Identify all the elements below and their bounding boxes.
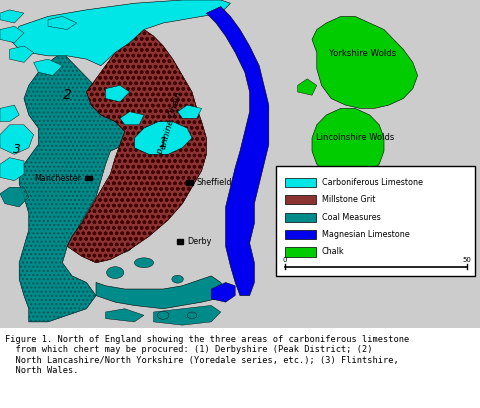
Polygon shape bbox=[178, 105, 202, 118]
Polygon shape bbox=[0, 187, 29, 207]
Text: Derby: Derby bbox=[187, 237, 212, 246]
Polygon shape bbox=[10, 46, 34, 62]
Circle shape bbox=[157, 311, 169, 319]
Circle shape bbox=[107, 267, 124, 279]
Polygon shape bbox=[206, 7, 269, 295]
Text: Pennine Chain: Pennine Chain bbox=[157, 91, 184, 155]
Polygon shape bbox=[298, 79, 317, 95]
Polygon shape bbox=[0, 125, 34, 154]
Polygon shape bbox=[134, 122, 192, 154]
Text: 0: 0 bbox=[282, 257, 287, 263]
Text: Yorkshire Wolds: Yorkshire Wolds bbox=[329, 49, 396, 58]
Text: Sheffield: Sheffield bbox=[197, 178, 232, 187]
Ellipse shape bbox=[125, 218, 144, 228]
Polygon shape bbox=[0, 105, 19, 122]
Text: Chalk: Chalk bbox=[322, 247, 344, 256]
Text: 50: 50 bbox=[462, 257, 471, 263]
Circle shape bbox=[187, 312, 197, 319]
Text: 2: 2 bbox=[63, 88, 72, 102]
Polygon shape bbox=[154, 306, 221, 325]
Polygon shape bbox=[106, 85, 130, 102]
Bar bbox=[285, 230, 316, 239]
Text: Magnesian Limestone: Magnesian Limestone bbox=[322, 230, 409, 239]
Polygon shape bbox=[312, 109, 384, 181]
Polygon shape bbox=[34, 59, 62, 75]
Polygon shape bbox=[96, 276, 226, 309]
Polygon shape bbox=[0, 26, 24, 43]
Ellipse shape bbox=[134, 258, 154, 268]
Polygon shape bbox=[0, 10, 24, 23]
Circle shape bbox=[172, 275, 183, 283]
Text: 1: 1 bbox=[159, 136, 168, 150]
Polygon shape bbox=[10, 0, 230, 66]
Polygon shape bbox=[67, 29, 206, 263]
Polygon shape bbox=[120, 112, 144, 125]
Bar bbox=[276, 166, 475, 276]
Bar bbox=[285, 213, 316, 222]
Polygon shape bbox=[211, 282, 235, 302]
Text: Lincolnshire Wolds: Lincolnshire Wolds bbox=[316, 133, 395, 142]
Text: 3: 3 bbox=[13, 143, 21, 156]
Bar bbox=[285, 247, 316, 257]
Text: Millstone Grit: Millstone Grit bbox=[322, 195, 375, 204]
Text: Coal Measures: Coal Measures bbox=[322, 213, 380, 222]
Polygon shape bbox=[0, 157, 24, 181]
Text: Figure 1. North of England showing the three areas of carboniferous limestone
  : Figure 1. North of England showing the t… bbox=[5, 335, 409, 375]
Polygon shape bbox=[19, 53, 154, 322]
Polygon shape bbox=[312, 16, 418, 109]
Bar bbox=[285, 195, 316, 204]
Polygon shape bbox=[48, 16, 77, 29]
Bar bbox=[186, 180, 193, 184]
Text: Manchester: Manchester bbox=[35, 173, 82, 182]
Bar bbox=[177, 239, 183, 244]
Polygon shape bbox=[106, 309, 144, 322]
Text: Carboniferous Limestone: Carboniferous Limestone bbox=[322, 178, 422, 187]
Ellipse shape bbox=[108, 240, 132, 253]
Bar bbox=[85, 176, 92, 180]
Bar bbox=[285, 178, 316, 187]
